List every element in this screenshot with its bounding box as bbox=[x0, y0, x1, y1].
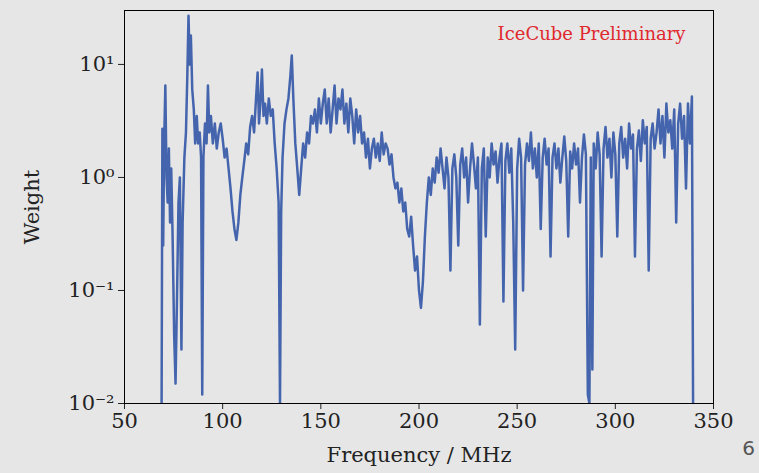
svg-text:200: 200 bbox=[399, 409, 439, 433]
svg-text:10¹: 10¹ bbox=[79, 52, 114, 76]
svg-text:10⁻²: 10⁻² bbox=[68, 391, 114, 415]
svg-text:300: 300 bbox=[595, 409, 635, 433]
svg-text:Weight: Weight bbox=[20, 169, 44, 244]
svg-text:10⁻¹: 10⁻¹ bbox=[68, 278, 114, 302]
svg-text:IceCube Preliminary: IceCube Preliminary bbox=[498, 23, 687, 44]
svg-text:50: 50 bbox=[111, 409, 138, 433]
svg-text:250: 250 bbox=[497, 409, 537, 433]
svg-text:350: 350 bbox=[693, 409, 733, 433]
svg-text:150: 150 bbox=[301, 409, 341, 433]
svg-text:Frequency / MHz: Frequency / MHz bbox=[327, 443, 512, 467]
svg-text:10⁰: 10⁰ bbox=[79, 165, 114, 189]
html-text:6: 6 bbox=[742, 436, 755, 460]
svg-text:100: 100 bbox=[203, 409, 243, 433]
